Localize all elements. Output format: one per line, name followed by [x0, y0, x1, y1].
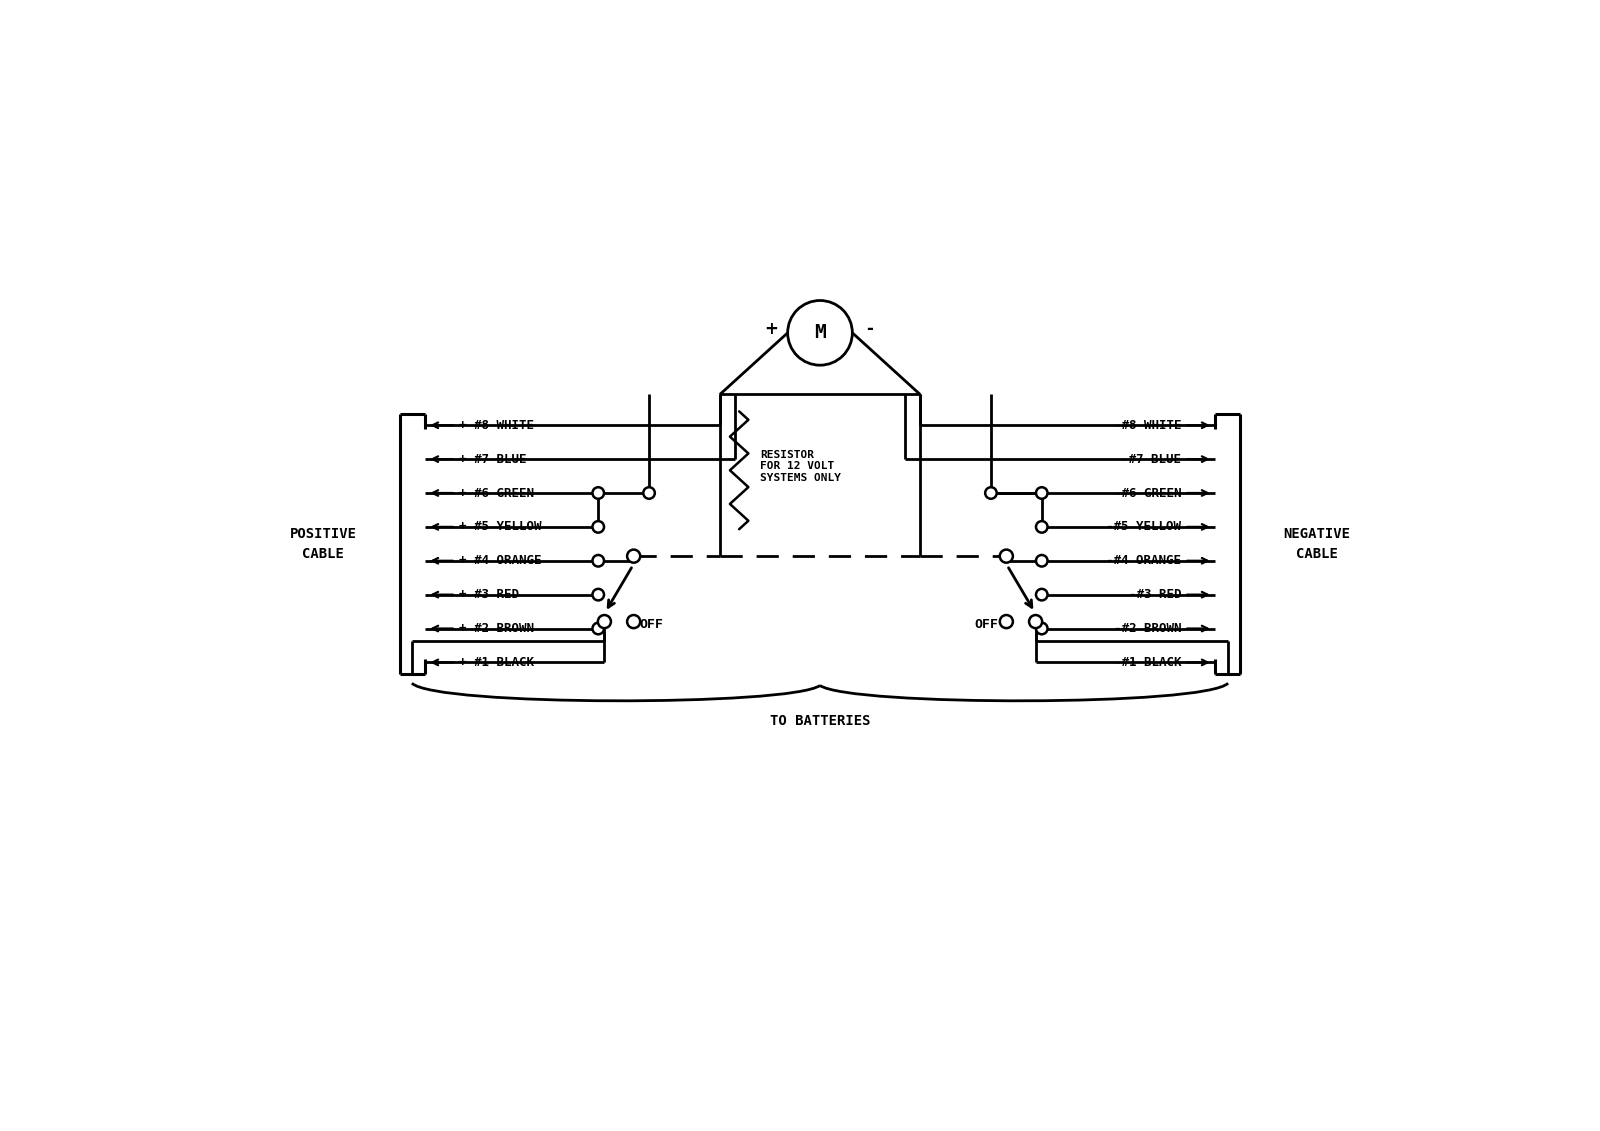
Circle shape	[592, 555, 605, 567]
Text: OFF: OFF	[640, 619, 664, 631]
Circle shape	[1035, 623, 1048, 634]
Text: + #6 GREEN: + #6 GREEN	[459, 486, 534, 500]
Circle shape	[643, 487, 654, 499]
Text: +: +	[763, 320, 778, 338]
Text: M: M	[814, 323, 826, 343]
Circle shape	[592, 623, 605, 634]
Text: -#8 WHITE: -#8 WHITE	[1114, 418, 1181, 432]
Text: + #3 RED: + #3 RED	[459, 588, 518, 602]
Text: + #2 BROWN: + #2 BROWN	[459, 622, 534, 634]
Circle shape	[1035, 555, 1048, 567]
Text: + #7 BLUE: + #7 BLUE	[459, 452, 526, 466]
Text: -#3 RED: -#3 RED	[1128, 588, 1181, 602]
Text: TO BATTERIES: TO BATTERIES	[770, 714, 870, 728]
Circle shape	[598, 615, 611, 628]
Text: + #5 YELLOW: + #5 YELLOW	[459, 520, 541, 534]
Text: + #4 ORANGE: + #4 ORANGE	[459, 554, 541, 568]
Text: -#4 ORANGE: -#4 ORANGE	[1106, 554, 1181, 568]
Circle shape	[787, 301, 853, 365]
Text: RESISTOR
FOR 12 VOLT
SYSTEMS ONLY: RESISTOR FOR 12 VOLT SYSTEMS ONLY	[760, 450, 842, 483]
Circle shape	[1029, 615, 1042, 628]
Text: -#2 BROWN: -#2 BROWN	[1114, 622, 1181, 634]
Circle shape	[1035, 521, 1048, 533]
Circle shape	[627, 615, 640, 628]
Text: POSITIVE
CABLE: POSITIVE CABLE	[290, 527, 357, 561]
Text: NEGATIVE
CABLE: NEGATIVE CABLE	[1283, 527, 1350, 561]
Circle shape	[1035, 487, 1048, 499]
Text: -#7 BLUE: -#7 BLUE	[1122, 452, 1181, 466]
Text: -: -	[866, 320, 872, 338]
Circle shape	[1035, 589, 1048, 601]
Text: + #8 WHITE: + #8 WHITE	[459, 418, 534, 432]
Text: + #1 BLACK: + #1 BLACK	[459, 656, 534, 668]
Text: OFF: OFF	[974, 619, 998, 631]
Circle shape	[1000, 550, 1013, 563]
Circle shape	[627, 550, 640, 563]
Circle shape	[592, 487, 605, 499]
Circle shape	[592, 521, 605, 533]
Text: -#5 YELLOW: -#5 YELLOW	[1106, 520, 1181, 534]
Text: -#1 BLACK: -#1 BLACK	[1114, 656, 1181, 668]
Text: -#6 GREEN: -#6 GREEN	[1114, 486, 1181, 500]
Circle shape	[592, 589, 605, 601]
Circle shape	[986, 487, 997, 499]
Circle shape	[1000, 615, 1013, 628]
